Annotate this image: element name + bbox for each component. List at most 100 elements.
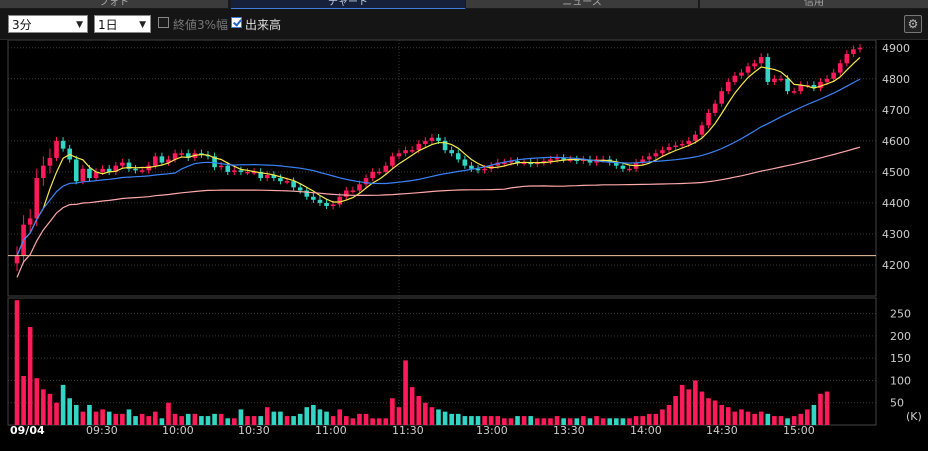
candle-body xyxy=(409,150,415,152)
candle-body xyxy=(614,162,619,166)
candle-body xyxy=(416,143,422,151)
candle-body xyxy=(482,168,487,171)
candle-body xyxy=(403,150,408,154)
volume-bar xyxy=(251,416,257,425)
volume-bar xyxy=(455,413,461,425)
candle-body xyxy=(133,168,138,171)
candle-body xyxy=(449,150,454,154)
candle-body xyxy=(534,162,540,165)
time-axis-label: 13:30 xyxy=(553,424,585,437)
candle-body xyxy=(515,161,520,163)
volume-bar xyxy=(706,398,711,425)
volume-bar xyxy=(297,413,303,425)
time-axis-label: 15:00 xyxy=(783,424,815,437)
volume-bar xyxy=(725,407,731,425)
volume-tick-label: 100 xyxy=(890,374,911,387)
volume-unit-label: (K) xyxy=(906,410,922,423)
volume-bar xyxy=(581,416,586,425)
gear-icon[interactable]: ⚙ xyxy=(904,15,922,33)
volume-bar xyxy=(699,391,705,425)
candle-body xyxy=(831,72,836,79)
volume-bar xyxy=(199,416,204,425)
chart-toolbar: 3分 ▼ 1日 ▼ 終値3%幅 出来高 ⚙ xyxy=(0,9,928,40)
volume-bar xyxy=(113,413,119,425)
stock-chart[interactable]: 4200 4300 4400 4500 4600 4700 4800 4900 50 100 150… xyxy=(0,40,928,451)
period-select[interactable]: 1日 ▼ xyxy=(94,15,151,33)
candle-body xyxy=(693,134,698,141)
volume-bar xyxy=(403,360,408,425)
volume-bar xyxy=(291,416,296,425)
candle-body xyxy=(528,162,534,165)
volume-bar xyxy=(245,416,250,425)
candle-body xyxy=(106,168,112,172)
candle-body xyxy=(212,156,217,168)
price-tick-label: 4500 xyxy=(882,166,910,179)
volume-bar xyxy=(620,418,626,425)
candle-body xyxy=(390,156,395,166)
volume-bar xyxy=(627,418,632,425)
volume-bar xyxy=(502,418,507,425)
tab-photo[interactable]: フォト xyxy=(0,0,229,8)
time-axis-label: 14:30 xyxy=(706,424,738,437)
candle-body xyxy=(719,91,725,104)
candle-body xyxy=(41,165,46,179)
volume-bar xyxy=(785,418,790,425)
volume-bar xyxy=(534,418,540,425)
candle-body xyxy=(554,157,560,160)
candle-body xyxy=(581,159,586,162)
volume-bar xyxy=(798,413,804,425)
candle-body xyxy=(113,165,119,172)
volume-bar xyxy=(475,416,481,425)
candle-body xyxy=(126,162,132,169)
candle-body xyxy=(258,171,263,179)
ma-short-line xyxy=(16,56,861,256)
candle-body xyxy=(251,171,257,174)
volume-bar xyxy=(311,404,316,425)
volume-bar xyxy=(416,396,422,425)
volume-checkbox[interactable] xyxy=(231,17,242,28)
time-axis-label: 10:30 xyxy=(238,424,270,437)
interval-select[interactable]: 3分 ▼ xyxy=(8,15,88,33)
price-tick-label: 4200 xyxy=(882,259,910,272)
candle-body xyxy=(765,57,771,82)
price-tick-label: 4400 xyxy=(882,197,910,210)
candle-body xyxy=(745,66,751,73)
volume-bar xyxy=(666,404,672,425)
candle-body xyxy=(34,178,40,219)
volume-bar xyxy=(27,326,33,425)
volume-bar xyxy=(554,416,560,425)
candle-body xyxy=(475,168,481,171)
volume-bar xyxy=(732,411,738,425)
tab-margin[interactable]: 信用 xyxy=(700,0,928,8)
volume-bar xyxy=(47,393,53,425)
candle-body xyxy=(679,143,685,146)
candle-body xyxy=(172,153,178,160)
volume-bar xyxy=(258,416,263,425)
volume-bar xyxy=(14,300,20,425)
volume-bar xyxy=(133,416,138,425)
candle-body xyxy=(80,168,86,182)
candle-body xyxy=(291,181,296,188)
volume-tick-label: 50 xyxy=(890,397,904,410)
candle-body xyxy=(152,156,158,166)
volume-bar xyxy=(752,413,757,425)
candle-body xyxy=(785,78,790,92)
candle-body xyxy=(60,140,66,149)
volume-bar xyxy=(21,375,26,425)
candle-body xyxy=(508,161,514,163)
candle-body xyxy=(502,162,507,165)
volume-bar xyxy=(271,411,277,425)
limit-checkbox[interactable] xyxy=(158,17,169,28)
volume-bar xyxy=(745,411,751,425)
volume-bar xyxy=(41,389,46,425)
volume-bar xyxy=(337,409,343,425)
candle-body xyxy=(646,156,652,160)
volume-bar xyxy=(541,418,547,425)
candle-body xyxy=(857,47,863,50)
volume-bar xyxy=(324,411,329,425)
tab-news[interactable]: ニュース xyxy=(466,0,699,8)
candle-body xyxy=(791,91,797,93)
candle-body xyxy=(541,161,547,163)
volume-bar xyxy=(284,416,290,425)
tab-label: 信用 xyxy=(804,0,824,8)
